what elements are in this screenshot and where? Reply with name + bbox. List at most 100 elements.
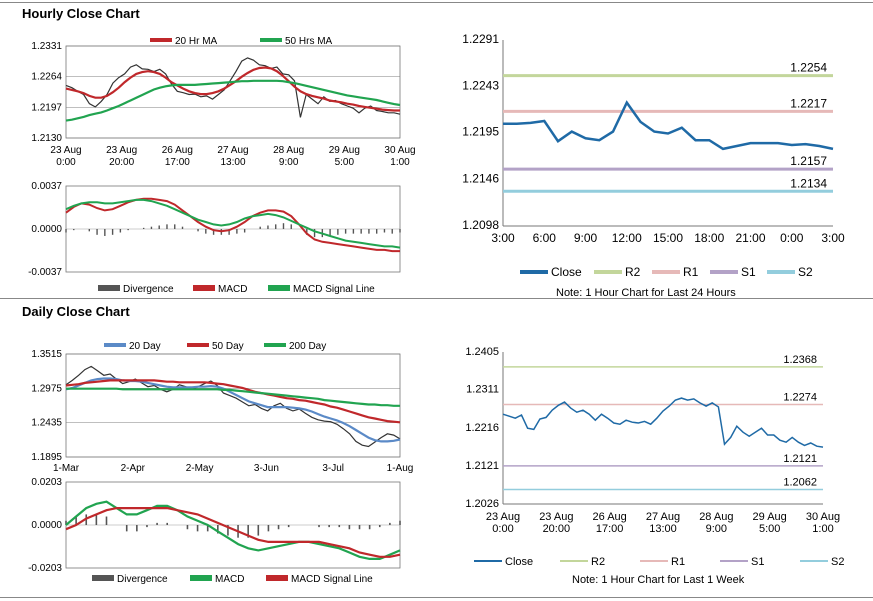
legend-label: MACD bbox=[218, 284, 247, 295]
y-tick-label: -0.0037 bbox=[28, 267, 62, 278]
x-tick-label: 6:00 bbox=[533, 231, 557, 245]
x-tick-label: 5:00 bbox=[335, 157, 355, 168]
legend-label: S2 bbox=[831, 556, 844, 568]
y-tick-label: 1.2264 bbox=[31, 72, 62, 83]
x-tick-label: 3-Jun bbox=[254, 463, 279, 474]
x-tick-label: 15:00 bbox=[653, 231, 683, 245]
hourly-section-title: Hourly Close Chart bbox=[22, 6, 140, 21]
x-tick-label: 30 Aug bbox=[806, 511, 840, 523]
section-divider bbox=[0, 298, 873, 299]
x-tick-label: 23 Aug bbox=[486, 511, 520, 523]
hourly-levels-chart: 1.2291 1.2243 1.2195 1.2146 1.2098 1.2254 1.22… bbox=[462, 32, 845, 279]
legend-label: MACD Signal Line bbox=[291, 574, 373, 585]
x-tick-label: 18:00 bbox=[694, 231, 724, 245]
legend-label: 200 Day bbox=[289, 341, 326, 352]
x-tick-label: 17:00 bbox=[165, 157, 190, 168]
series-line-0 bbox=[503, 100, 834, 151]
x-tick-label: 0:00 bbox=[56, 157, 76, 168]
legend-swatch bbox=[268, 285, 290, 291]
y-tick-label: 1.2121 bbox=[465, 460, 499, 472]
x-tick-label: 3:00 bbox=[821, 231, 845, 245]
x-tick-label: 3-Jul bbox=[322, 463, 344, 474]
series-line-2 bbox=[65, 379, 401, 424]
series-line-0 bbox=[65, 57, 401, 118]
y-tick-label: 1.2405 bbox=[465, 346, 499, 358]
x-tick-label: 30 Aug bbox=[384, 145, 415, 156]
x-tick-label: 29 Aug bbox=[329, 145, 360, 156]
series-line-3 bbox=[66, 387, 400, 407]
level-label-r1: 1.2274 bbox=[783, 392, 817, 404]
y-tick-label: -0.0203 bbox=[28, 563, 62, 574]
x-tick-label: 1:00 bbox=[812, 523, 833, 535]
legend-swatch bbox=[92, 575, 114, 581]
x-tick-label: 20:00 bbox=[109, 157, 134, 168]
y-tick-label: 0.0203 bbox=[31, 477, 62, 488]
x-tick-label: 13:00 bbox=[649, 523, 677, 535]
y-tick-label: 1.2331 bbox=[31, 41, 62, 52]
x-tick-label: 9:00 bbox=[574, 231, 598, 245]
y-tick-label: 1.2311 bbox=[466, 384, 499, 396]
x-tick-label: 23 Aug bbox=[50, 145, 81, 156]
series-line-1 bbox=[65, 506, 401, 558]
level-label-s2: 1.2134 bbox=[790, 176, 827, 190]
y-tick-label: 0.0000 bbox=[31, 520, 62, 531]
x-tick-label: 28 Aug bbox=[699, 511, 733, 523]
x-tick-label: 27 Aug bbox=[217, 145, 248, 156]
series-line-0 bbox=[502, 397, 824, 448]
y-tick-label: 1.2130 bbox=[31, 133, 62, 144]
legend-label: S1 bbox=[741, 265, 756, 279]
legend-label: MACD Signal Line bbox=[293, 284, 375, 295]
legend-swatch bbox=[266, 575, 288, 581]
series-line-1 bbox=[65, 198, 401, 249]
bottom-divider bbox=[0, 597, 873, 598]
legend-label: 20 Hr MA bbox=[175, 36, 218, 47]
weekly-note: Note: 1 Hour Chart for Last 1 Week bbox=[572, 574, 745, 586]
legend-swatch bbox=[98, 285, 120, 291]
legend-label: R2 bbox=[591, 556, 605, 568]
series-line-0 bbox=[65, 197, 400, 253]
daily-macd-chart: 0.0203 0.0000 -0.0203 Divergence MACD MACD Si… bbox=[28, 477, 401, 585]
x-tick-label: 17:00 bbox=[596, 523, 624, 535]
y-tick-label: 0.0000 bbox=[31, 224, 62, 235]
top-divider bbox=[0, 2, 873, 3]
legend-label: 50 Hrs MA bbox=[285, 36, 333, 47]
legend-label: 20 Day bbox=[129, 341, 161, 352]
x-tick-label: 28 Aug bbox=[273, 145, 304, 156]
legend-label: Close bbox=[505, 556, 533, 568]
x-tick-label: 26 Aug bbox=[162, 145, 193, 156]
y-tick-label: 1.2195 bbox=[462, 125, 499, 139]
x-tick-label: 3:00 bbox=[491, 231, 515, 245]
x-tick-label: 5:00 bbox=[759, 523, 780, 535]
x-tick-label: 13:00 bbox=[220, 157, 245, 168]
series-line-1 bbox=[65, 66, 400, 112]
x-tick-label: 1-Mar bbox=[53, 463, 80, 474]
plot-frame bbox=[65, 45, 401, 139]
y-tick-label: 1.2146 bbox=[462, 172, 499, 186]
x-tick-label: 1:00 bbox=[390, 157, 410, 168]
level-label-s2: 1.2062 bbox=[783, 477, 817, 489]
series-line-0 bbox=[65, 500, 401, 561]
x-tick-label: 27 Aug bbox=[646, 511, 680, 523]
legend-label: R1 bbox=[683, 265, 699, 279]
x-tick-label: 9:00 bbox=[279, 157, 299, 168]
y-tick-label: 1.2197 bbox=[31, 102, 62, 113]
legend-label: Divergence bbox=[117, 574, 168, 585]
level-label-s1: 1.2157 bbox=[790, 154, 827, 168]
y-tick-label: 1.1895 bbox=[31, 452, 62, 463]
legend-swatch bbox=[190, 575, 212, 581]
daily-section-title: Daily Close Chart bbox=[22, 304, 130, 319]
plot-frame bbox=[65, 353, 401, 458]
series-line-0 bbox=[65, 365, 401, 448]
x-tick-label: 0:00 bbox=[780, 231, 804, 245]
legend-label: R2 bbox=[625, 265, 641, 279]
weekly-levels-chart: 1.2405 1.2311 1.2216 1.2121 1.2026 1.2368 1.22… bbox=[465, 346, 844, 568]
legend-label: Divergence bbox=[123, 284, 174, 295]
level-label-r2: 1.2368 bbox=[783, 354, 817, 366]
x-tick-label: 23 Aug bbox=[106, 145, 137, 156]
level-label-r1: 1.2217 bbox=[790, 96, 827, 110]
x-tick-label: 21:00 bbox=[735, 231, 765, 245]
legend-label: MACD bbox=[215, 574, 244, 585]
y-tick-label: 1.2243 bbox=[462, 78, 499, 92]
